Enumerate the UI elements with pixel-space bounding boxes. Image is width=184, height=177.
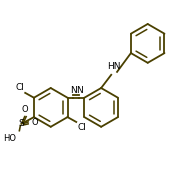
Text: Cl: Cl <box>77 123 86 132</box>
Text: O: O <box>31 118 38 127</box>
Text: O: O <box>22 105 29 114</box>
Text: N: N <box>70 86 77 95</box>
Text: Cl: Cl <box>15 83 24 92</box>
Text: HO: HO <box>3 134 16 143</box>
Text: S: S <box>18 119 24 128</box>
Text: HN: HN <box>107 62 120 71</box>
Text: N: N <box>76 86 83 95</box>
